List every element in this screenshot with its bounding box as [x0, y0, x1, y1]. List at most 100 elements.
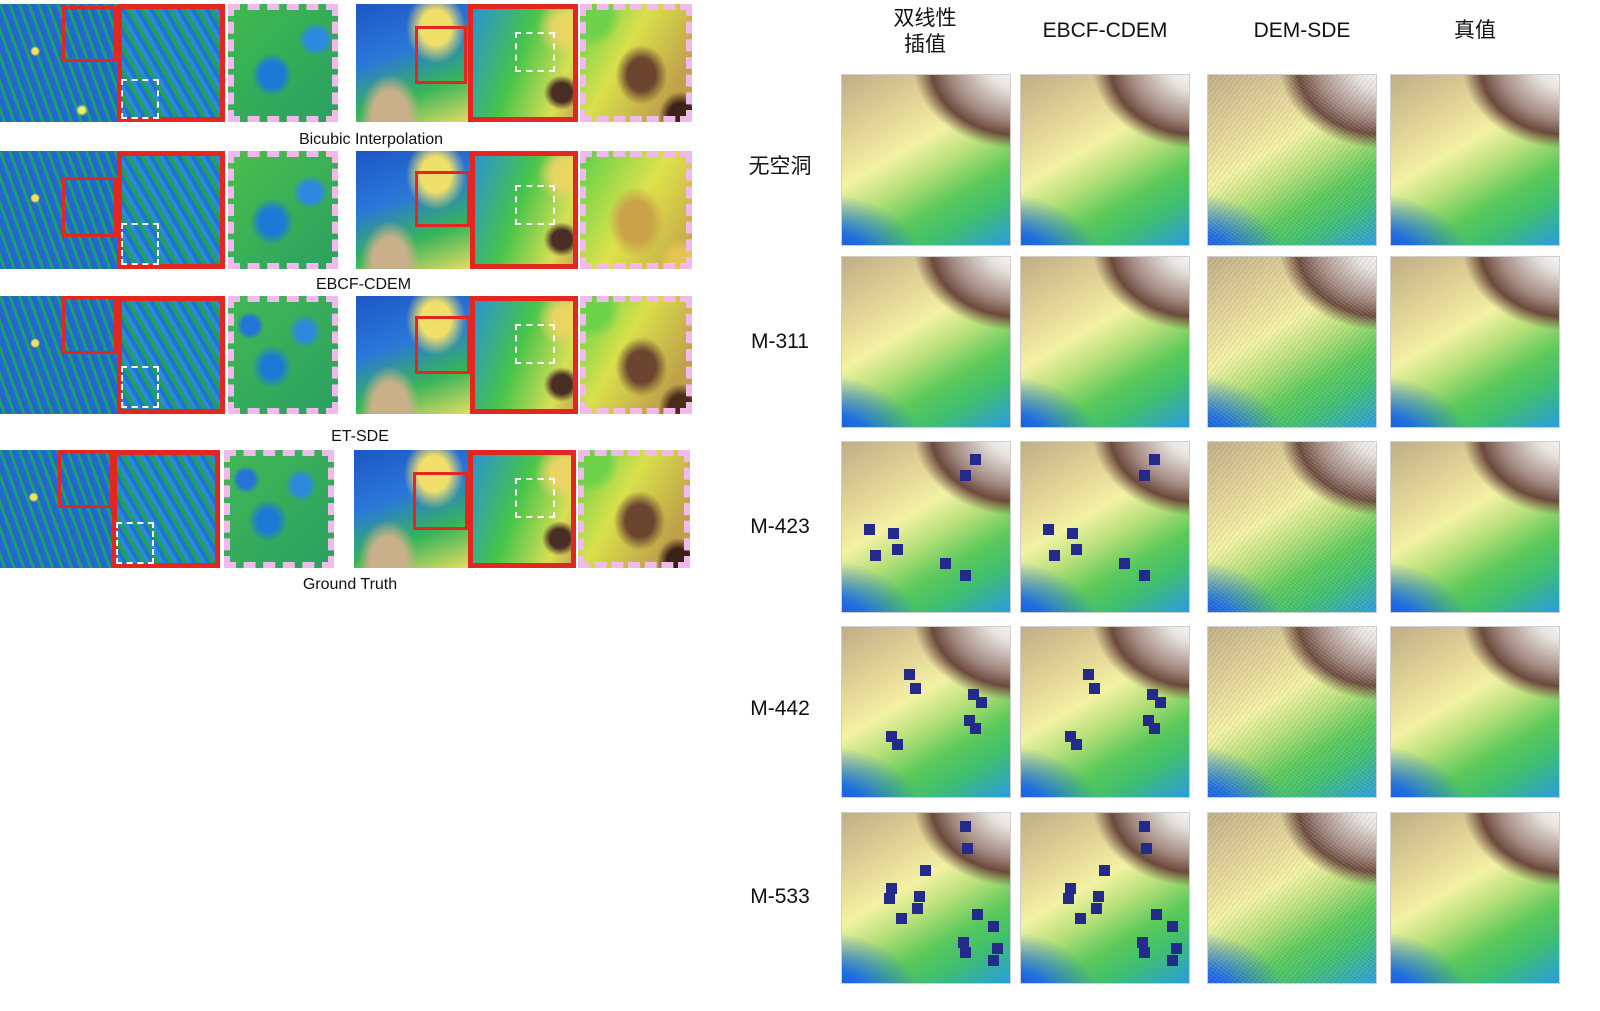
void-hole-mark	[1065, 883, 1076, 894]
dem-tile	[1207, 441, 1377, 613]
dem-tile	[1390, 812, 1560, 984]
dem-tile	[1020, 812, 1190, 984]
row-label-m442: M-442	[750, 697, 810, 720]
zoom-frame	[117, 296, 225, 414]
detail-region-box	[116, 522, 154, 564]
dem-elevation-map	[1021, 627, 1189, 797]
dem-elevation-map	[842, 75, 1010, 245]
void-hole-mark	[1139, 470, 1150, 481]
dem-elevation-map	[1208, 627, 1376, 797]
void-hole-mark	[1139, 570, 1150, 581]
terrain-b-zoom-map	[468, 450, 576, 568]
dem-tile	[1020, 74, 1190, 246]
void-hole-mark	[964, 715, 975, 726]
dem-elevation-map	[1391, 75, 1559, 245]
detail-region-box	[121, 223, 159, 265]
void-hole-mark	[904, 669, 915, 680]
void-hole-mark	[968, 689, 979, 700]
void-hole-mark	[970, 454, 981, 465]
dem-tile	[1207, 812, 1377, 984]
void-hole-mark	[1147, 689, 1158, 700]
void-hole-mark	[960, 470, 971, 481]
caption-et-sde: ET-SDE	[331, 428, 389, 445]
dem-elevation-map	[1208, 257, 1376, 427]
terrain-a-full-map	[0, 151, 117, 269]
terrain-a-zoom-map	[117, 296, 225, 414]
dem-elevation-map	[842, 813, 1010, 983]
dem-elevation-map	[1391, 442, 1559, 612]
dem-tile	[1020, 441, 1190, 613]
void-hole-mark	[1119, 558, 1130, 569]
void-hole-mark	[1151, 909, 1162, 920]
dem-tile	[1020, 256, 1190, 428]
void-hole-mark	[1067, 528, 1078, 539]
terrain-a-detail-map	[224, 450, 334, 568]
zoom-region-box	[62, 296, 117, 354]
sr-row-bicubic	[0, 4, 705, 122]
dem-tile	[1390, 626, 1560, 798]
void-hole-mark	[920, 865, 931, 876]
void-hole-mark	[886, 731, 897, 742]
void-hole-mark	[886, 883, 897, 894]
void-hole-mark	[888, 528, 899, 539]
void-hole-mark	[1155, 697, 1166, 708]
row-label-m423: M-423	[750, 515, 810, 538]
zoom-region-box	[415, 26, 467, 84]
void-hole-mark	[958, 937, 969, 948]
void-hole-mark	[1149, 723, 1160, 734]
void-hole-mark	[988, 921, 999, 932]
dem-elevation-map	[1021, 257, 1189, 427]
zoom-frame	[470, 296, 578, 414]
void-hole-mark	[910, 683, 921, 694]
void-hole-mark	[1091, 903, 1102, 914]
void-hole-mark	[1043, 524, 1054, 535]
zoom-frame	[470, 151, 578, 269]
dem-noise-texture	[1208, 627, 1376, 797]
dem-noise-texture	[1208, 75, 1376, 245]
detail-region-box	[121, 366, 159, 408]
void-hole-mark	[892, 739, 903, 750]
void-hole-mark	[962, 843, 973, 854]
void-hole-mark	[1065, 731, 1076, 742]
void-hole-mark	[1093, 891, 1104, 902]
dem-elevation-map	[842, 627, 1010, 797]
terrain-b-full-map	[356, 296, 470, 414]
dem-elevation-map	[1208, 442, 1376, 612]
zoom-region-box	[58, 450, 113, 508]
terrain-a-detail-map	[228, 151, 338, 269]
void-hole-mark	[992, 943, 1003, 954]
dem-tile	[841, 441, 1011, 613]
void-hole-mark	[988, 955, 999, 966]
void-hole-mark	[1049, 550, 1060, 561]
terrain-b-zoom-map	[470, 151, 578, 269]
void-hole-mark	[1075, 913, 1086, 924]
terrain-a-zoom-map	[117, 4, 225, 122]
void-hole-mark	[1071, 544, 1082, 555]
void-hole-mark	[960, 947, 971, 958]
void-hole-mark	[1139, 821, 1150, 832]
dem-elevation-map	[1391, 627, 1559, 797]
void-hole-mark	[1167, 921, 1178, 932]
zoom-region-box	[415, 316, 470, 374]
void-hole-mark	[914, 891, 925, 902]
void-hole-mark	[976, 697, 987, 708]
caption-ebcf-cdem: EBCF-CDEM	[315, 276, 412, 293]
dem-tile	[841, 626, 1011, 798]
column-header-ground-truth: 真值	[1385, 18, 1565, 44]
void-hole-mark	[1149, 454, 1160, 465]
zoom-frame	[468, 450, 576, 568]
dem-tile	[841, 812, 1011, 984]
zoom-frame	[117, 4, 225, 122]
void-hole-mark	[864, 524, 875, 535]
terrain-a-full-map	[0, 450, 112, 568]
column-header-line: 真值	[1454, 19, 1496, 42]
detail-region-box	[515, 32, 555, 72]
void-hole-mark	[972, 909, 983, 920]
dem-tile	[1390, 441, 1560, 613]
dem-tile	[1207, 256, 1377, 428]
sr-row-ground-truth	[0, 450, 705, 568]
void-hole-mark	[960, 821, 971, 832]
terrain-b-detail-map	[580, 151, 692, 269]
row-label-no-holes: 无空洞	[748, 155, 812, 178]
dem-tile	[1207, 626, 1377, 798]
